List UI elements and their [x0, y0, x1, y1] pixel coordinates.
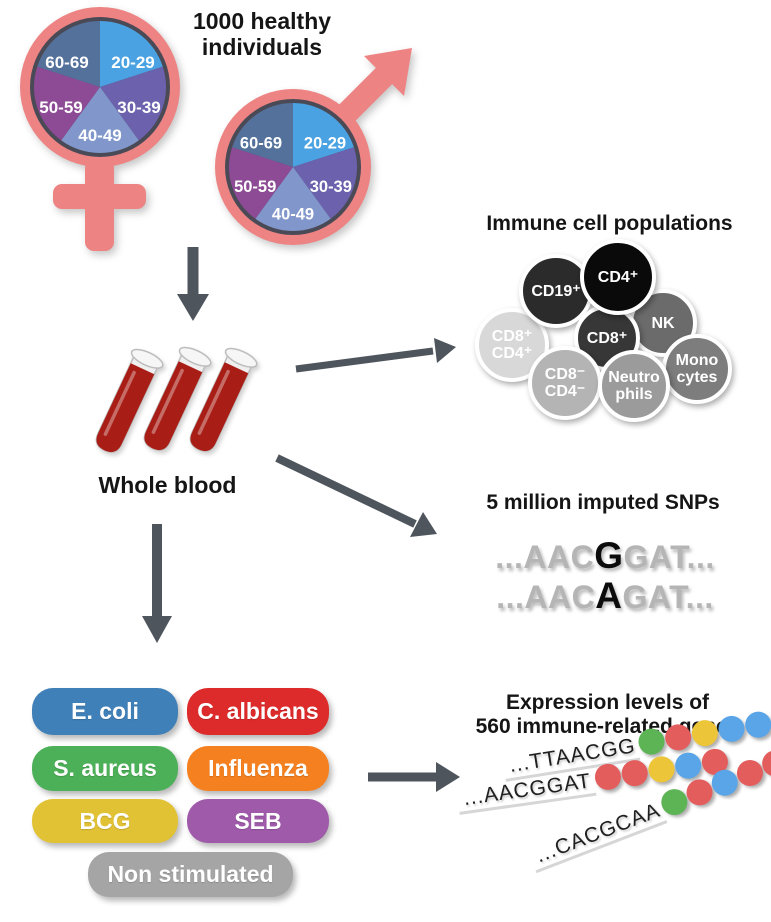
male-symbol-icon: 20-29 30-39 40-49 50-59 60-69 [215, 48, 412, 245]
pie-label-60-69: 60-69 [240, 135, 282, 153]
expression-dot-blue [673, 750, 703, 781]
pie-wedge-20-29 [100, 21, 163, 87]
expression-dot-blue [717, 713, 747, 744]
pie-label-30-39: 30-39 [117, 98, 160, 117]
expression-dot-red [592, 762, 623, 792]
cohort-title: 1000 healthy individuals [192, 8, 332, 60]
pie-wedge-60-69 [232, 102, 293, 167]
pie-wedge-30-39 [100, 66, 167, 141]
snp-variant-a: A [595, 575, 623, 616]
cell-circle-monocytes: Mono cytes [662, 334, 732, 404]
pie-wedge-30-39 [293, 147, 358, 219]
expression-dot-blue [743, 709, 771, 740]
expression-dot-red [663, 722, 694, 753]
pie-label-50-59: 50-59 [39, 98, 82, 117]
expression-dot-yellow [646, 754, 676, 785]
immune-populations-title: Immune cell populations [486, 212, 733, 235]
stimulus-pill-ecoli: E. coli [32, 688, 178, 735]
pie-label-50-59: 50-59 [234, 178, 276, 196]
pie-wedge-60-69 [37, 20, 100, 87]
blood-tubes [95, 346, 258, 453]
blood-tube-icon [143, 346, 212, 451]
male-arrow-head [364, 48, 412, 96]
snp-title: 5 million imputed SNPs [486, 491, 720, 514]
pie-label-40-49: 40-49 [78, 126, 121, 145]
pie-wedge-20-29 [293, 102, 354, 167]
expression-dot-red [619, 758, 650, 788]
pie-label-20-29: 20-29 [111, 53, 154, 72]
arrow-to-stimuli-icon [142, 524, 172, 643]
cell-circle-cd8neg-cd4neg: CD8⁻ CD4⁻ [528, 346, 602, 420]
pie-wedge-50-59 [33, 66, 100, 141]
stimulus-pill-nonstimulated: Non stimulated [88, 852, 293, 897]
arrow-to-blood-icon [177, 247, 209, 321]
age-pie-male: 20-29 30-39 40-49 50-59 60-69 [228, 102, 358, 232]
female-cross-horizontal [53, 184, 146, 209]
stimulus-pill-bcg: BCG [32, 799, 178, 843]
female-symbol-icon: 20-29 30-39 40-49 50-59 60-69 [20, 7, 180, 251]
pie-wedge-40-49 [255, 167, 331, 232]
whole-blood-label: Whole blood [98, 472, 237, 498]
arrow-to-cell-populations-icon [295, 338, 456, 373]
cell-circle-cd4: CD4⁺ [580, 239, 656, 315]
flow-arrows [142, 247, 460, 792]
pie-wedge-50-59 [228, 147, 293, 219]
stimulus-pill-influenza: Influenza [187, 746, 329, 791]
snp-sequence-2: ...AACAGAT... [496, 575, 714, 616]
stimulus-pill-seb: SEB [187, 799, 329, 843]
pie-label-20-29: 20-29 [304, 135, 346, 153]
snp-variant-g: G [594, 535, 624, 576]
expression-dot-yellow [690, 718, 721, 748]
pie-wedge-40-49 [61, 87, 139, 154]
pie-label-40-49: 40-49 [272, 205, 314, 223]
arrow-to-expression-icon [368, 762, 460, 792]
pie-label-30-39: 30-39 [310, 178, 352, 196]
snp-sequence-1: ...AACGGAT... [495, 535, 715, 576]
blood-tube-icon [189, 347, 258, 452]
male-arrow-shaft [334, 63, 397, 126]
arrow-to-snps-icon [275, 454, 437, 537]
age-pie-female: 20-29 30-39 40-49 50-59 60-69 [33, 20, 167, 154]
stimulus-pill-saureus: S. aureus [32, 746, 178, 791]
expression-dot-green [637, 726, 667, 757]
blood-tube-icon [95, 348, 164, 453]
stimulus-pill-calbicans: C. albicans [187, 688, 329, 735]
cell-circle-neutrophils: Neutro phils [598, 350, 670, 422]
pie-label-60-69: 60-69 [45, 53, 88, 72]
